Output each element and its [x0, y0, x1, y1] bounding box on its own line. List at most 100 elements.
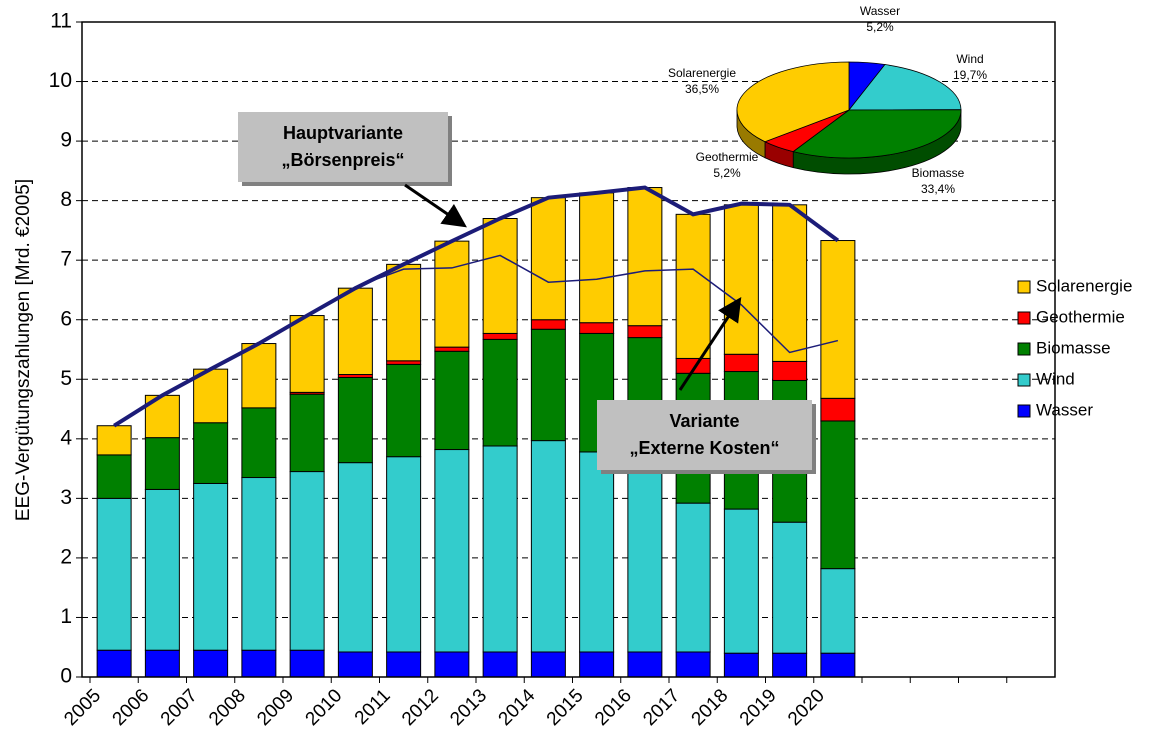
bar-segment — [579, 451, 615, 653]
bar-segment — [772, 652, 808, 678]
y-tick-label: 7 — [60, 248, 72, 271]
bar-segment — [337, 462, 373, 653]
bar-segment — [482, 445, 518, 653]
bar-segment — [144, 649, 180, 678]
x-tick-label: 2011 — [351, 685, 395, 729]
legend-label: Biomasse — [1036, 338, 1111, 357]
pie-slice — [792, 109, 962, 159]
x-tick-label: 2014 — [495, 685, 540, 730]
x-tick-label: 2010 — [302, 685, 347, 730]
bar-segment — [434, 350, 470, 451]
y-axis-label: EEG-Vergütungszahlungen [Mrd. €2005] — [13, 179, 34, 521]
bar-segment — [241, 649, 277, 678]
bar-segment — [289, 649, 325, 678]
bar-segment — [482, 332, 518, 340]
bar-segment — [434, 240, 470, 348]
legend-swatch — [1017, 373, 1031, 387]
bar-segment — [96, 425, 132, 456]
annotation-box — [597, 400, 812, 470]
bar-segment — [579, 332, 615, 453]
x-tick-label: 2013 — [446, 685, 491, 730]
bar-segment — [723, 204, 759, 355]
y-tick-label: 6 — [60, 307, 72, 330]
bar-segment — [434, 346, 470, 352]
pie-label: Wind — [956, 52, 983, 66]
pie-slice — [848, 64, 962, 111]
bar-segment — [530, 328, 566, 442]
annotation-text: „Externe Kosten“ — [629, 438, 779, 458]
pie-value-label: 19,7% — [953, 68, 987, 82]
legend-swatch — [1017, 311, 1031, 325]
bar-segment — [482, 218, 518, 334]
y-tick-label: 4 — [60, 426, 72, 449]
bar-segment — [386, 651, 422, 678]
bar-segment — [386, 456, 422, 653]
bar-segment — [482, 651, 518, 678]
pie-value-label: 33,4% — [921, 182, 955, 196]
x-tick-label: 2015 — [543, 685, 588, 730]
bar-segment — [820, 397, 856, 422]
bar-segment — [675, 651, 711, 678]
bar-segment — [772, 521, 808, 654]
x-tick-label: 2019 — [736, 685, 781, 730]
x-tick-label: 2005 — [60, 685, 105, 730]
bar-segment — [193, 422, 229, 484]
bar-segment — [820, 240, 856, 399]
bar-segment — [241, 407, 277, 479]
y-tick-label: 5 — [60, 367, 72, 390]
bar-segment — [337, 376, 373, 464]
pie-label: Biomasse — [912, 166, 965, 180]
bar-segment — [337, 651, 373, 678]
bar-segment — [386, 263, 422, 362]
bar-segment — [289, 315, 325, 393]
bar-segment — [675, 213, 711, 359]
x-tick-label: 2018 — [688, 685, 733, 730]
legend-label: Solarenergie — [1036, 276, 1132, 295]
bar-segment — [434, 449, 470, 653]
pie-label: Wasser — [860, 4, 900, 18]
legend-swatch — [1017, 404, 1031, 418]
bar-segment — [386, 360, 422, 365]
annotation-arrow — [678, 296, 742, 391]
bar-segment — [530, 319, 566, 330]
bar-segment — [337, 287, 373, 376]
x-tick-label: 2020 — [784, 685, 829, 730]
bar-segment — [820, 420, 856, 570]
y-tick-label: 2 — [60, 545, 72, 568]
pie-label: Geothermie — [696, 150, 759, 164]
plot-frame — [81, 21, 1056, 678]
y-tick-label: 1 — [60, 605, 72, 628]
bar-segment — [627, 651, 663, 678]
pie-value-label: 5,2% — [713, 166, 741, 180]
bar-segment — [820, 652, 856, 678]
bar-segment — [579, 192, 615, 324]
y-tick-label: 9 — [60, 129, 72, 152]
pie-label: Solarenergie — [668, 66, 736, 80]
annotation-text: Variante — [669, 411, 739, 431]
x-tick-label: 2012 — [398, 685, 443, 730]
bar-segment — [579, 322, 615, 334]
y-tick-label: 11 — [50, 10, 72, 33]
bar-segment — [241, 343, 277, 409]
bar-segment — [530, 197, 566, 321]
bar-segment — [144, 488, 180, 651]
bar-segment — [144, 437, 180, 490]
bar-segment — [530, 440, 566, 653]
bar-segment — [193, 368, 229, 424]
bar-segment — [530, 651, 566, 678]
bar-segment — [289, 393, 325, 473]
x-tick-label: 2016 — [591, 685, 636, 730]
x-tick-label: 2006 — [109, 685, 154, 730]
bar-segment — [627, 187, 663, 327]
bar-segment — [772, 204, 808, 362]
bar-segment — [96, 454, 132, 499]
annotation-text: Hauptvariante — [283, 123, 403, 143]
y-tick-label: 3 — [60, 486, 72, 509]
annotation-arrow — [404, 183, 467, 228]
annotation-text: „Börsenpreis“ — [281, 150, 404, 170]
bar-segment — [723, 353, 759, 373]
annotation-box — [238, 112, 448, 182]
x-tick-label: 2009 — [253, 685, 298, 730]
pie-value-label: 36,5% — [685, 82, 719, 96]
